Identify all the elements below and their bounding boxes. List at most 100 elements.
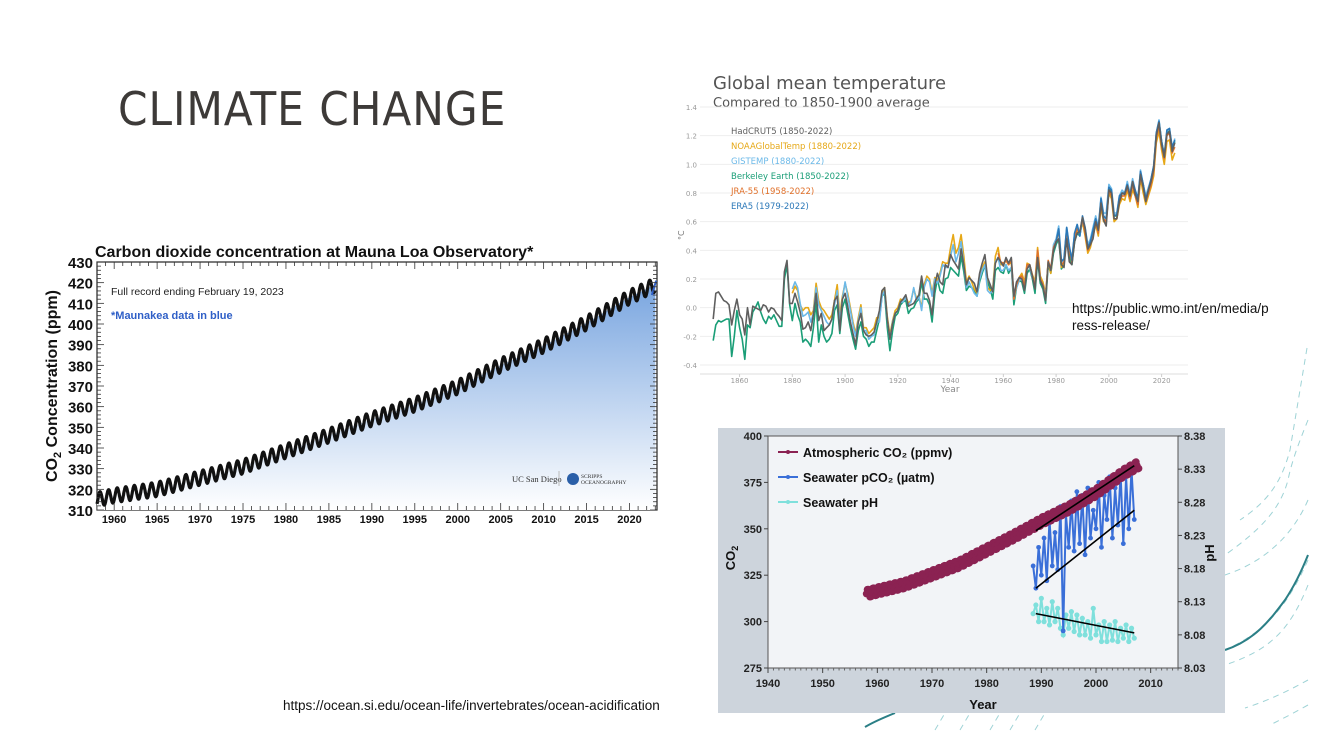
mauna-loa-co2-chart: Carbon dioxide concentration at Mauna Lo… xyxy=(44,244,658,526)
source-link-smithsonian[interactable]: https://ocean.si.edu/ocean-life/inverteb… xyxy=(283,698,660,713)
y2-tick-label: 8.18 xyxy=(1184,564,1205,576)
y2-tick-label: 8.28 xyxy=(1184,497,1205,509)
seawater-ph-point xyxy=(1101,619,1107,625)
seawater-ph-point xyxy=(1041,619,1047,625)
y2-tick-label: 8.23 xyxy=(1184,530,1205,542)
deco-dashed-line xyxy=(1224,559,1309,651)
seawater-pco2-point xyxy=(1036,544,1041,550)
seawater-ph-point xyxy=(1044,605,1050,611)
y-tick-label: 390 xyxy=(68,338,93,355)
seawater-pco2-point xyxy=(1038,572,1044,578)
annotation-record: Full record ending February 19, 2023 xyxy=(111,286,284,298)
deco-dashed-line xyxy=(959,712,971,731)
y-tick-label: 0.8 xyxy=(686,190,697,198)
seawater-ph-point xyxy=(1052,619,1058,625)
y-tick-label: 340 xyxy=(68,441,93,458)
legend-swatch-dot xyxy=(786,450,790,454)
seawater-pco2-point xyxy=(1110,535,1115,541)
y2-tick-label: 8.38 xyxy=(1184,431,1205,443)
seawater-pco2-point xyxy=(1099,544,1104,550)
y-tick-label: 1.2 xyxy=(686,133,697,141)
seawater-pco2-point xyxy=(1093,526,1099,532)
x-tick-label: 1970 xyxy=(920,678,944,690)
y-tick-label: 325 xyxy=(744,570,762,582)
seawater-pco2-point xyxy=(1088,535,1093,541)
seawater-pco2-point xyxy=(1120,541,1126,547)
legend-entry: Seawater pH xyxy=(803,496,878,510)
x-tick-label: 1985 xyxy=(317,514,341,526)
y-tick-label: 300 xyxy=(744,617,762,629)
y-tick-label: 330 xyxy=(68,462,93,479)
x-tick-label: 1950 xyxy=(810,678,834,690)
deco-dashed-line xyxy=(1034,712,1046,731)
y-tick-label: 0.2 xyxy=(686,276,697,284)
seawater-pco2-point xyxy=(1052,530,1058,535)
x-tick-label: 1965 xyxy=(145,514,169,526)
y2-tick-label: 8.33 xyxy=(1184,464,1205,476)
x-tick-label: 1995 xyxy=(403,514,427,526)
legend-swatch-dot xyxy=(786,475,790,479)
seawater-pco2-point xyxy=(1131,517,1137,522)
legend-entry: GISTEMP (1880-2022) xyxy=(731,157,824,167)
monthly-co2-series xyxy=(95,278,657,507)
deco-dashed-line xyxy=(1009,712,1021,731)
seawater-pco2-line xyxy=(1032,469,1136,631)
svg-text:OCEANOGRAPHY: OCEANOGRAPHY xyxy=(581,480,627,486)
deco-dashed-line xyxy=(1269,704,1309,726)
deco-dashed-line xyxy=(1244,679,1309,709)
y-tick-label: -0.4 xyxy=(683,362,697,370)
ucsd-logo: UC San Diego xyxy=(512,474,562,484)
deco-dashed-line xyxy=(934,712,946,731)
deco-dashed-line xyxy=(1239,347,1308,521)
seawater-ph-point xyxy=(1066,625,1072,631)
x-tick-label: 1980 xyxy=(274,514,298,526)
deco-dashed-line xyxy=(989,712,1001,731)
x-tick-label: 2020 xyxy=(617,514,641,526)
legend-entry: Seawater pCO₂ (µatm) xyxy=(803,471,935,485)
x-tick-label: 2020 xyxy=(1153,377,1171,385)
x-tick-label: 1970 xyxy=(188,514,212,526)
y-tick-label: 400 xyxy=(744,431,762,443)
seawater-pco2-point xyxy=(1074,489,1080,495)
y-axis-label: CO2 xyxy=(723,546,740,571)
seawater-ph-trendline xyxy=(1035,612,1135,634)
atmospheric-co2-point xyxy=(1135,464,1143,472)
legend-entry: HadCRUT5 (1850-2022) xyxy=(731,127,832,137)
seawater-ph-point xyxy=(1077,632,1083,638)
y-tick-label: 430 xyxy=(68,255,93,272)
scripps-logo: SCRIPPS xyxy=(581,474,602,480)
y-tick-label: 370 xyxy=(68,379,93,396)
y-tick-label: 320 xyxy=(68,482,93,499)
seawater-ph-point xyxy=(1036,619,1042,625)
y-tick-label: 1.4 xyxy=(686,104,698,112)
source-link-wmo[interactable]: https://public.wmo.int/en/media/press-re… xyxy=(1072,301,1269,333)
seawater-ph-point xyxy=(1046,622,1053,628)
seawater-ph-point xyxy=(1068,609,1074,615)
seawater-ph-point xyxy=(1030,611,1036,617)
x-tick-label: 1860 xyxy=(731,377,749,385)
y-tick-label: 420 xyxy=(68,276,93,293)
seawater-ph-point xyxy=(1038,595,1044,601)
seawater-ph-point xyxy=(1055,605,1061,611)
x-tick-label: 2000 xyxy=(1100,377,1118,385)
seawater-ph-point xyxy=(1112,619,1118,625)
seawater-ph-point xyxy=(1128,625,1135,631)
seawater-pco2-point xyxy=(1071,548,1077,554)
x-tick-label: 1940 xyxy=(756,678,780,690)
y-tick-label: 360 xyxy=(68,400,93,417)
seawater-ph-point xyxy=(1115,638,1121,645)
x-tick-label: 1960 xyxy=(102,514,126,526)
y-tick-label: 0.6 xyxy=(686,219,698,227)
seawater-ph-point xyxy=(1109,637,1115,643)
seawater-ph-point xyxy=(1033,602,1039,608)
y-tick-label: 275 xyxy=(744,663,762,675)
x-tick-label: 1980 xyxy=(1047,377,1065,385)
deco-accent-curve xyxy=(864,712,896,728)
seawater-ph-line xyxy=(1032,598,1136,642)
seawater-pco2-point xyxy=(1090,507,1096,513)
legend-swatch-dot xyxy=(786,500,790,504)
slide-title: CLIMATE CHANGE xyxy=(118,82,507,136)
seawater-pco2-point xyxy=(1104,517,1110,522)
y2-tick-label: 8.03 xyxy=(1184,663,1205,675)
